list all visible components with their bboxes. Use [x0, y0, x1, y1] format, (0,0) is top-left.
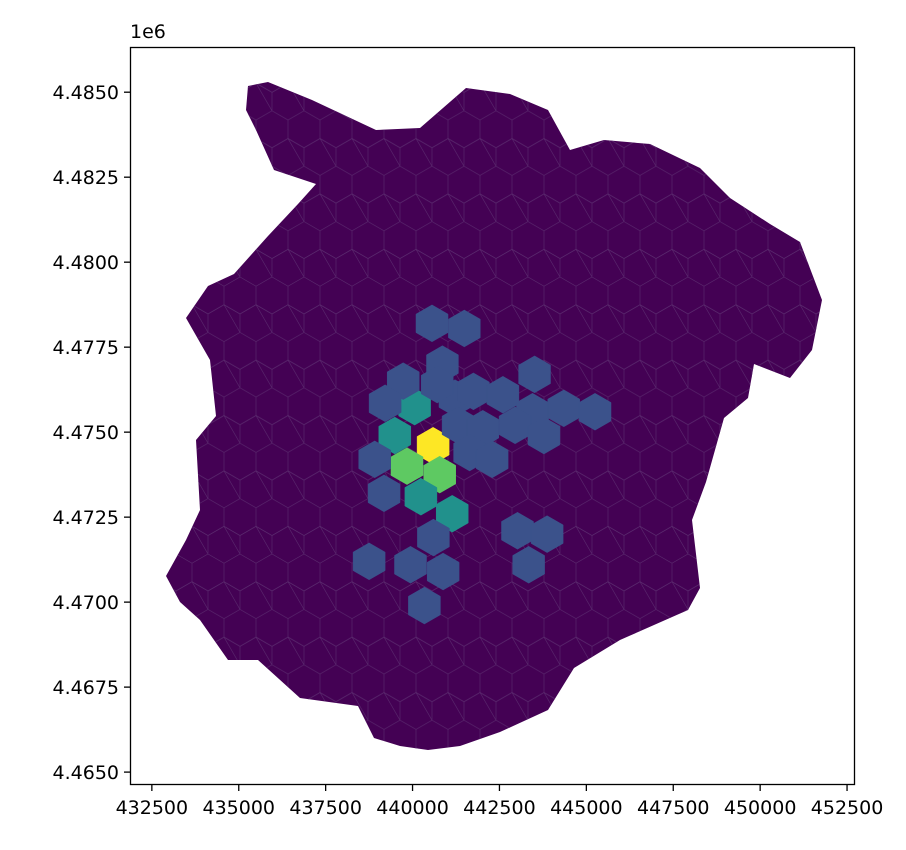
x-tick-label: 440000 [376, 797, 449, 819]
y-tick-label: 4.4675 [53, 677, 119, 699]
hex-cell-level-1-16 [518, 355, 551, 394]
hex-cell-level-1-23 [527, 416, 561, 455]
x-tick-label: 437500 [289, 797, 362, 819]
hex-cell-level-1-15 [486, 376, 520, 414]
x-tick-label: 447500 [637, 797, 710, 819]
highlight-hexes [352, 304, 612, 625]
y-tick-label: 4.4650 [53, 762, 119, 784]
hex-cell-level-1-14 [457, 372, 490, 411]
hex-cell-level-1-29 [501, 512, 534, 550]
x-tick-label: 432500 [116, 797, 189, 819]
hex-cell-level-1-32 [352, 542, 386, 581]
hex-cell-level-1-33 [394, 546, 427, 584]
hex-cell-level-1-26 [358, 440, 391, 479]
hex-cell-level-2-5 [404, 478, 438, 516]
x-axis: 432500 435000 437500 440000 442500 445000 4475… [116, 784, 884, 819]
hex-cell-level-2-6 [435, 495, 469, 533]
hex-cell-level-1-31 [512, 546, 545, 584]
hex-cell-level-1-30 [530, 515, 564, 553]
hex-cell-level-1-12 [368, 384, 402, 422]
y-axis: 4.4650 4.4675 4.4700 4.4725 4.4750 4.4775 4.48… [53, 82, 131, 784]
hex-region [166, 82, 822, 750]
hex-cell-level-1-35 [408, 586, 441, 625]
y-tick-label: 4.4700 [53, 592, 119, 614]
hex-cell-level-3-1 [390, 447, 424, 485]
hex-cell-level-2-4 [378, 416, 412, 455]
hex-cell-level-1-8 [448, 309, 481, 348]
hex-cell-level-1-25 [475, 440, 509, 479]
hex-cell-level-1-7 [415, 304, 449, 343]
x-tick-label: 450000 [724, 797, 797, 819]
hex-cell-level-1-13 [420, 365, 454, 404]
y-tick-label: 4.4725 [53, 507, 119, 529]
y-tick-label: 4.4800 [53, 252, 119, 274]
x-tick-label: 435000 [202, 797, 275, 819]
hex-cell-level-1-28 [417, 518, 450, 557]
y-tick-label: 4.4850 [53, 82, 119, 104]
x-tick-label: 452500 [811, 797, 884, 819]
hex-cell-level-1-22 [498, 406, 532, 445]
hex-cell-level-1-27 [367, 474, 401, 513]
hex-cell-level-3-2 [423, 455, 456, 494]
hex-cell-level-1-18 [547, 389, 580, 428]
y-tick-label: 4.4750 [53, 422, 119, 444]
x-tick-label: 442500 [463, 797, 536, 819]
y-tick-label: 4.4775 [53, 337, 119, 359]
region-hex-edges [166, 82, 822, 750]
hex-cell-level-1-34 [426, 552, 460, 591]
plot-area [166, 82, 822, 750]
axes-frame [129, 46, 856, 786]
x-tick-label: 445000 [550, 797, 623, 819]
y-offset-label: 1e6 [130, 21, 166, 43]
y-tick-label: 4.4825 [53, 167, 119, 189]
hex-cell-level-1-19 [578, 393, 612, 431]
